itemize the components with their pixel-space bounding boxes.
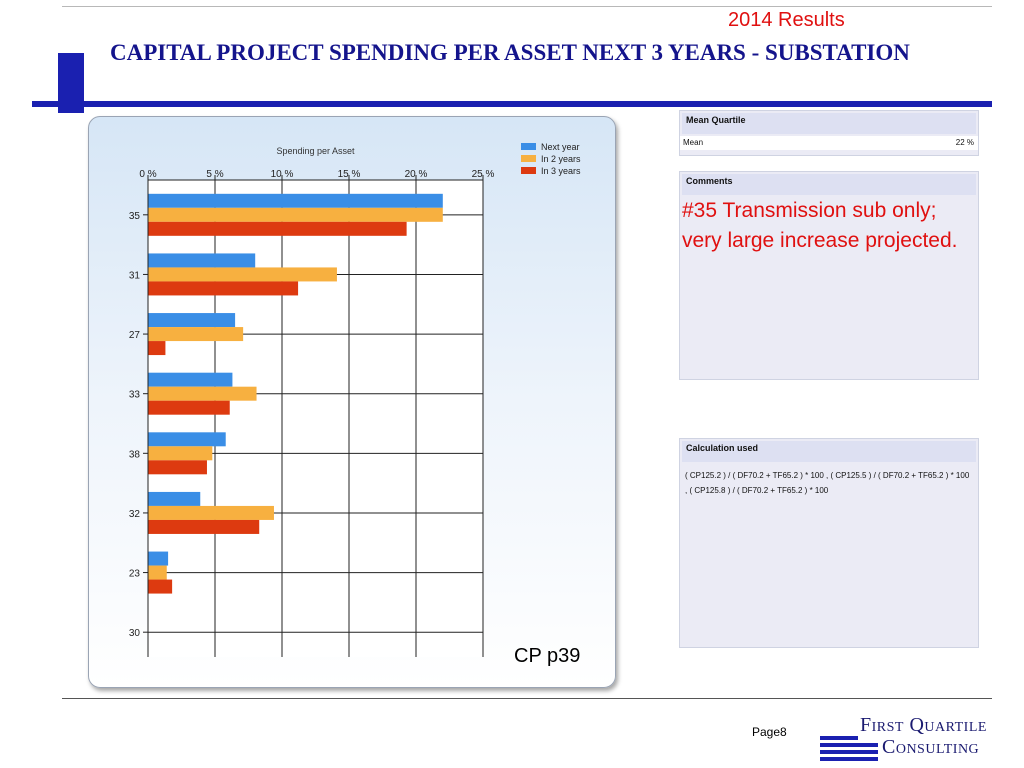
x-tick-label: 5 % <box>206 169 223 180</box>
bar-0-1 <box>148 207 443 222</box>
bar-2-0 <box>148 313 236 328</box>
logo-text-line2: Consulting <box>882 736 980 758</box>
logo-bar-1 <box>820 736 858 740</box>
bar-6-0 <box>148 551 169 566</box>
bar-2-2 <box>148 341 166 356</box>
logo-bar-4 <box>820 757 878 761</box>
chart-title: Spending per Asset <box>276 146 355 156</box>
calculation-panel: Calculation used ( CP125.2 ) / ( DF70.2 … <box>679 438 979 648</box>
bar-0-0 <box>148 193 443 208</box>
mean-quartile-panel: Mean Quartile Mean 22 % <box>679 110 979 156</box>
bar-chart: Spending per Asset 0 % 5 % 10 % 15 % 20 % 25 %… <box>129 142 581 657</box>
x-tick-label: 20 % <box>405 169 428 180</box>
chart-note: CP p39 <box>514 645 581 667</box>
bar-3-0 <box>148 372 233 387</box>
legend-label-1: In 2 years <box>541 154 581 164</box>
bar-4-2 <box>148 460 207 475</box>
comment-text: #35 Transmission sub only; very large in… <box>682 199 958 252</box>
y-tick-label: 33 <box>129 390 141 401</box>
calculation-header: Calculation used <box>682 441 976 462</box>
x-tick-label: 25 % <box>472 169 495 180</box>
y-tick-label: 35 <box>129 211 141 222</box>
x-tick-label: 0 % <box>139 169 156 180</box>
y-tick-label: 27 <box>129 330 141 341</box>
legend-swatch-1 <box>521 155 536 162</box>
legend-swatch-0 <box>521 143 536 150</box>
company-logo: First Quartile Consulting <box>820 714 1024 766</box>
page-number: Page8 <box>752 725 787 739</box>
x-tick-label: 10 % <box>271 169 294 180</box>
title-rule <box>32 101 992 107</box>
bar-6-2 <box>148 579 173 594</box>
mean-value: 22 % <box>955 138 974 147</box>
bar-3-1 <box>148 386 257 401</box>
y-tick-label: 23 <box>129 569 141 580</box>
legend-label-0: Next year <box>541 142 580 152</box>
results-label: 2014 Results <box>728 9 845 31</box>
top-rule <box>62 6 992 7</box>
bar-5-0 <box>148 491 201 506</box>
y-tick-label: 31 <box>129 270 141 281</box>
logo-bar-2 <box>820 743 878 747</box>
mean-label: Mean <box>683 138 704 147</box>
y-tick-label: 32 <box>129 509 141 520</box>
bottom-rule <box>62 698 992 699</box>
page-title: CAPITAL PROJECT SPENDING PER ASSET NEXT … <box>110 40 910 65</box>
legend-label-2: In 3 years <box>541 166 581 176</box>
bar-2-1 <box>148 327 244 342</box>
legend-swatch-2 <box>521 167 536 174</box>
bar-3-2 <box>148 400 230 415</box>
bar-1-1 <box>148 267 337 282</box>
x-tick-label: 15 % <box>338 169 361 180</box>
y-tick-label: 38 <box>129 449 141 460</box>
comments-header: Comments <box>682 174 976 195</box>
mean-row: Mean 22 % <box>680 136 978 150</box>
bar-5-1 <box>148 505 274 520</box>
bar-6-1 <box>148 565 167 580</box>
bar-0-2 <box>148 221 407 236</box>
logo-bar-3 <box>820 750 878 754</box>
mean-quartile-header: Mean Quartile <box>682 113 976 134</box>
chart-panel: Spending per Asset 0 % 5 % 10 % 15 % 20 % 25 %… <box>88 116 616 688</box>
bar-1-2 <box>148 281 299 296</box>
comments-panel: Comments #35 Transmission sub only; very… <box>679 171 979 380</box>
logo-text-line1: First Quartile <box>860 714 987 736</box>
bar-5-2 <box>148 519 260 534</box>
bar-1-0 <box>148 253 256 268</box>
plot-area <box>148 180 483 657</box>
bar-4-1 <box>148 446 213 461</box>
y-tick-label: 30 <box>129 628 141 639</box>
calculation-text: ( CP125.2 ) / ( DF70.2 + TF65.2 ) * 100 … <box>685 471 970 495</box>
bar-4-0 <box>148 432 226 447</box>
